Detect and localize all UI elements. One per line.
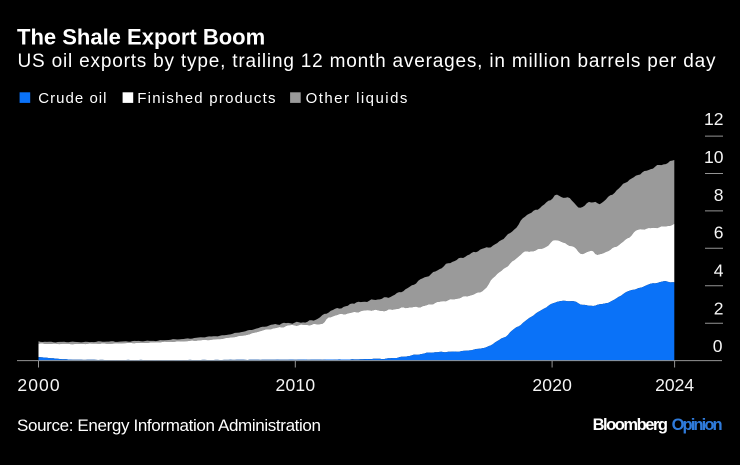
svg-text:2: 2	[714, 298, 724, 318]
svg-text:Other liquids: Other liquids	[306, 90, 408, 107]
svg-text:2010: 2010	[276, 375, 316, 395]
svg-text:Bloomberg: Bloomberg	[593, 416, 668, 434]
svg-text:Crude oil: Crude oil	[38, 90, 106, 107]
svg-text:0: 0	[713, 336, 723, 356]
svg-text:Finished products: Finished products	[137, 90, 275, 107]
svg-text:4: 4	[714, 261, 724, 281]
svg-text:6: 6	[714, 223, 724, 243]
svg-text:Source: Energy Information Adm: Source: Energy Information Administratio…	[17, 416, 321, 435]
svg-text:2000: 2000	[17, 375, 59, 395]
svg-text:2020: 2020	[532, 375, 572, 395]
svg-text:12: 12	[704, 109, 723, 129]
svg-text:Opinion: Opinion	[672, 416, 723, 434]
svg-text:2024: 2024	[655, 375, 694, 395]
svg-text:10: 10	[704, 147, 724, 167]
svg-text:8: 8	[714, 185, 724, 205]
svg-text:US oil exports by type, traili: US oil exports by type, trailing 12 mont…	[18, 51, 717, 72]
svg-text:The Shale Export Boom: The Shale Export Boom	[17, 25, 265, 50]
